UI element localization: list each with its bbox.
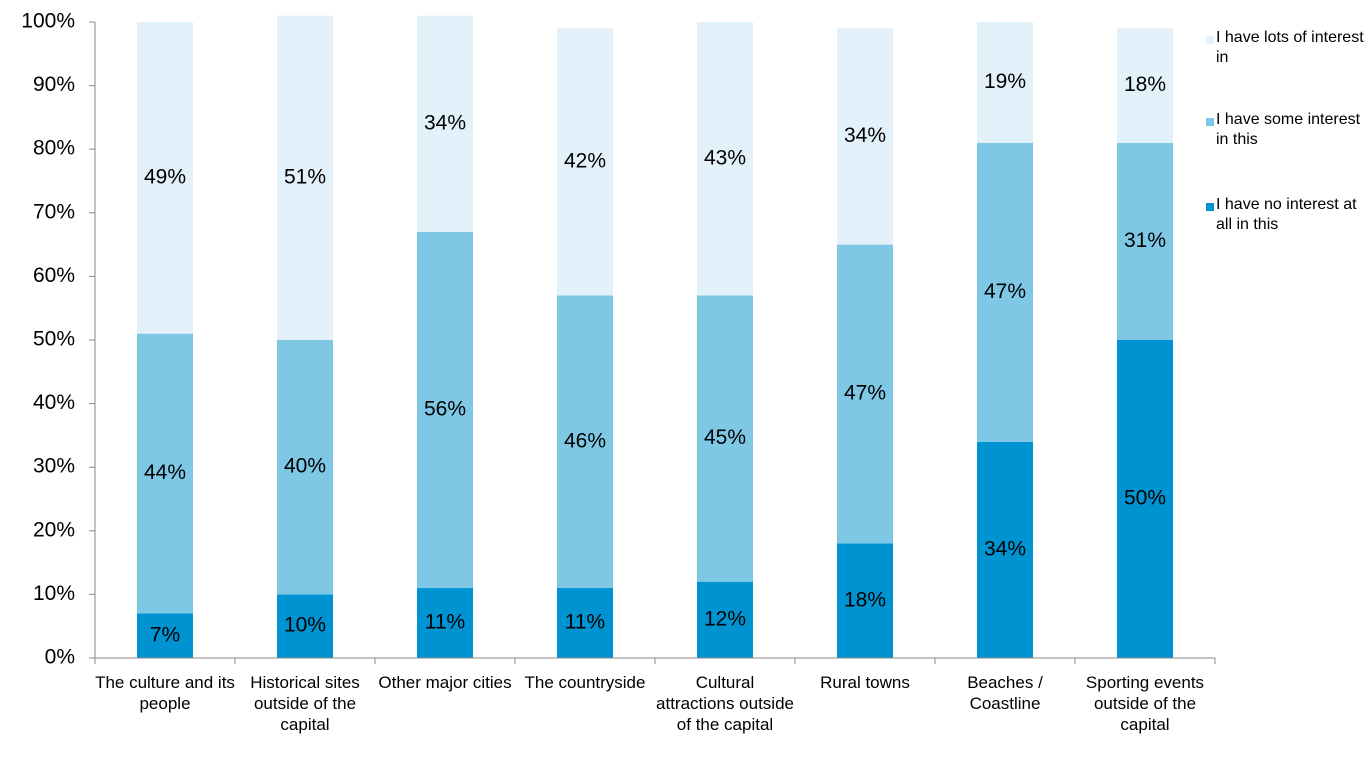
y-tick-label: 20% [33, 518, 75, 541]
y-tick-label: 40% [33, 391, 75, 414]
bar-segment [977, 441, 1033, 658]
bar-segment [837, 28, 893, 245]
y-tick-label: 0% [45, 646, 75, 669]
y-tick-label: 50% [33, 328, 75, 351]
bar-segment [417, 231, 473, 589]
data-label: 42% [564, 149, 606, 172]
data-label: 56% [424, 398, 466, 421]
legend-label: I have lots of interest in [1216, 29, 1364, 66]
y-tick-label: 70% [33, 200, 75, 223]
bar-segment [1117, 340, 1173, 658]
bar-segment [137, 613, 193, 658]
data-label: 44% [144, 461, 186, 484]
bar-segment [1117, 142, 1173, 340]
bar-segment [277, 340, 333, 595]
bar-segment [977, 142, 1033, 442]
bar-segment [837, 244, 893, 544]
data-label: 45% [704, 426, 746, 449]
y-tick-label: 30% [33, 455, 75, 478]
bar-segment [277, 594, 333, 658]
data-label: 40% [284, 455, 326, 478]
data-label: 18% [844, 588, 886, 611]
data-label: 10% [284, 614, 326, 637]
bar-segment [417, 15, 473, 232]
x-tick-label: Rural towns [820, 673, 910, 692]
data-label: 34% [424, 111, 466, 134]
bar-segment [1117, 28, 1173, 143]
y-tick-label: 60% [33, 264, 75, 287]
bar-segment [977, 22, 1033, 143]
x-tick-label: Other major cities [378, 673, 512, 692]
data-label: 34% [844, 124, 886, 147]
data-label: 11% [425, 611, 465, 634]
data-label: 11% [565, 611, 605, 634]
bar-segment [697, 295, 753, 582]
data-label: 47% [984, 280, 1026, 303]
y-tick-label: 10% [33, 582, 75, 605]
x-tick-label: Sporting events outside of the capital [1085, 673, 1205, 734]
data-label: 18% [1124, 73, 1166, 96]
data-label: 19% [984, 70, 1026, 93]
data-label: 47% [844, 382, 886, 405]
data-label: 49% [144, 165, 186, 188]
bar-segment [417, 588, 473, 658]
legend-swatch [1206, 203, 1214, 211]
legend-swatch [1206, 36, 1214, 44]
legend-label: I have some interest in this [1216, 111, 1361, 148]
bar-segment [557, 588, 613, 658]
data-label: 43% [704, 146, 746, 169]
x-tick-label: The countryside [524, 673, 646, 692]
bar-segment [137, 333, 193, 614]
data-label: 51% [284, 165, 326, 188]
bar-segment [837, 543, 893, 658]
x-tick-label: Beaches / Coastline [967, 673, 1043, 713]
y-tick-label: 80% [33, 137, 75, 160]
x-tick-label: Cultural attractions outside of the capi… [656, 673, 794, 734]
bar-segment [277, 15, 333, 340]
legend-swatch [1206, 118, 1214, 126]
y-tick-label: 100% [21, 10, 75, 33]
data-label: 46% [564, 429, 606, 452]
data-label: 50% [1124, 487, 1166, 510]
bar-segment [697, 581, 753, 658]
y-tick-label: 90% [33, 73, 75, 96]
bar-segment [697, 22, 753, 296]
bar-segment [137, 22, 193, 334]
x-tick-label: The culture and its people [95, 673, 235, 713]
legend-label: I have no interest at all in this [1216, 196, 1357, 233]
x-tick-label: Historical sites outside of the capital [250, 673, 360, 734]
data-label: 7% [150, 623, 180, 646]
bar-segment [557, 295, 613, 589]
data-label: 12% [704, 607, 746, 630]
bar-segment [557, 28, 613, 296]
data-label: 31% [1124, 229, 1166, 252]
data-label: 34% [984, 537, 1026, 560]
